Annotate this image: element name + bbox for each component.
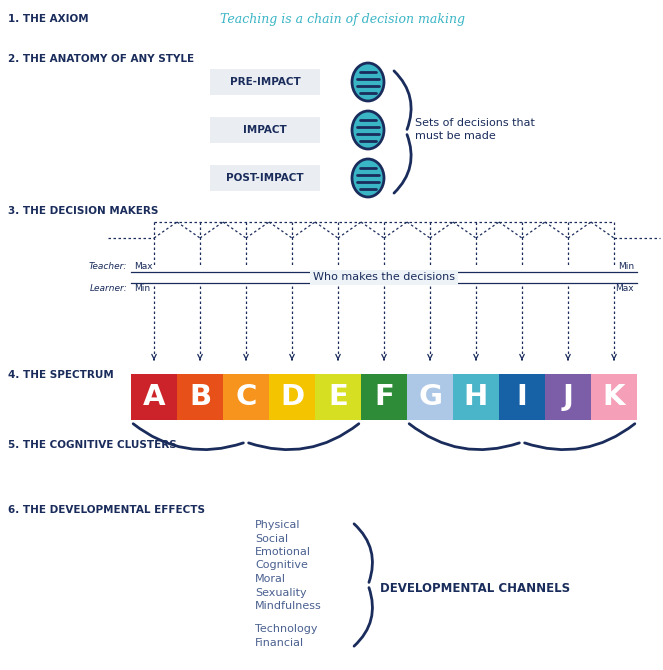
- FancyBboxPatch shape: [499, 374, 545, 420]
- FancyBboxPatch shape: [361, 374, 407, 420]
- Text: Min: Min: [618, 262, 634, 271]
- Text: Max: Max: [134, 262, 152, 271]
- FancyBboxPatch shape: [315, 374, 361, 420]
- Text: Sets of decisions that: Sets of decisions that: [415, 118, 535, 128]
- Text: I: I: [516, 383, 528, 411]
- FancyBboxPatch shape: [453, 374, 499, 420]
- FancyBboxPatch shape: [210, 69, 320, 95]
- Text: J: J: [562, 383, 573, 411]
- Text: Financial: Financial: [255, 638, 304, 648]
- Text: Sexuality: Sexuality: [255, 588, 306, 598]
- Text: Learner:: Learner:: [90, 284, 127, 293]
- Text: Moral: Moral: [255, 574, 286, 584]
- FancyBboxPatch shape: [269, 374, 315, 420]
- Ellipse shape: [352, 111, 384, 149]
- Ellipse shape: [352, 63, 384, 101]
- Text: 6. THE DEVELOPMENTAL EFFECTS: 6. THE DEVELOPMENTAL EFFECTS: [8, 505, 205, 515]
- Text: A: A: [143, 383, 165, 411]
- Text: Physical: Physical: [255, 520, 300, 530]
- FancyBboxPatch shape: [177, 374, 223, 420]
- Text: IMPACT: IMPACT: [243, 125, 287, 135]
- Text: POST-IMPACT: POST-IMPACT: [226, 173, 304, 183]
- Text: DEVELOPMENTAL CHANNELS: DEVELOPMENTAL CHANNELS: [380, 582, 570, 595]
- Text: 5. THE COGNITIVE CLUSTERS: 5. THE COGNITIVE CLUSTERS: [8, 440, 177, 450]
- Text: K: K: [603, 383, 625, 411]
- Text: 3. THE DECISION MAKERS: 3. THE DECISION MAKERS: [8, 206, 158, 216]
- Text: F: F: [374, 383, 394, 411]
- FancyBboxPatch shape: [223, 374, 269, 420]
- FancyBboxPatch shape: [131, 374, 177, 420]
- Text: Min: Min: [134, 284, 150, 293]
- Text: must be made: must be made: [415, 131, 496, 141]
- Ellipse shape: [352, 159, 384, 197]
- Text: Teaching is a chain of decision making: Teaching is a chain of decision making: [220, 13, 465, 26]
- Text: Mindfulness: Mindfulness: [255, 601, 322, 611]
- Text: PRE-IMPACT: PRE-IMPACT: [229, 77, 300, 87]
- Text: Social: Social: [255, 533, 288, 543]
- FancyBboxPatch shape: [407, 374, 453, 420]
- Text: Max: Max: [615, 284, 634, 293]
- Text: C: C: [235, 383, 257, 411]
- Text: Who makes the decisions: Who makes the decisions: [313, 273, 455, 283]
- Text: G: G: [418, 383, 442, 411]
- FancyBboxPatch shape: [210, 117, 320, 143]
- Text: Technology: Technology: [255, 624, 318, 634]
- Text: Teacher:: Teacher:: [89, 262, 127, 271]
- FancyBboxPatch shape: [210, 165, 320, 191]
- Text: 2. THE ANATOMY OF ANY STYLE: 2. THE ANATOMY OF ANY STYLE: [8, 54, 194, 64]
- Text: Emotional: Emotional: [255, 547, 311, 557]
- FancyBboxPatch shape: [545, 374, 591, 420]
- Text: H: H: [464, 383, 488, 411]
- Text: D: D: [280, 383, 304, 411]
- Text: B: B: [189, 383, 211, 411]
- Text: Cognitive: Cognitive: [255, 561, 308, 570]
- Text: E: E: [328, 383, 348, 411]
- FancyBboxPatch shape: [591, 374, 637, 420]
- Text: 1. THE AXIOM: 1. THE AXIOM: [8, 14, 89, 24]
- Text: 4. THE SPECTRUM: 4. THE SPECTRUM: [8, 370, 114, 380]
